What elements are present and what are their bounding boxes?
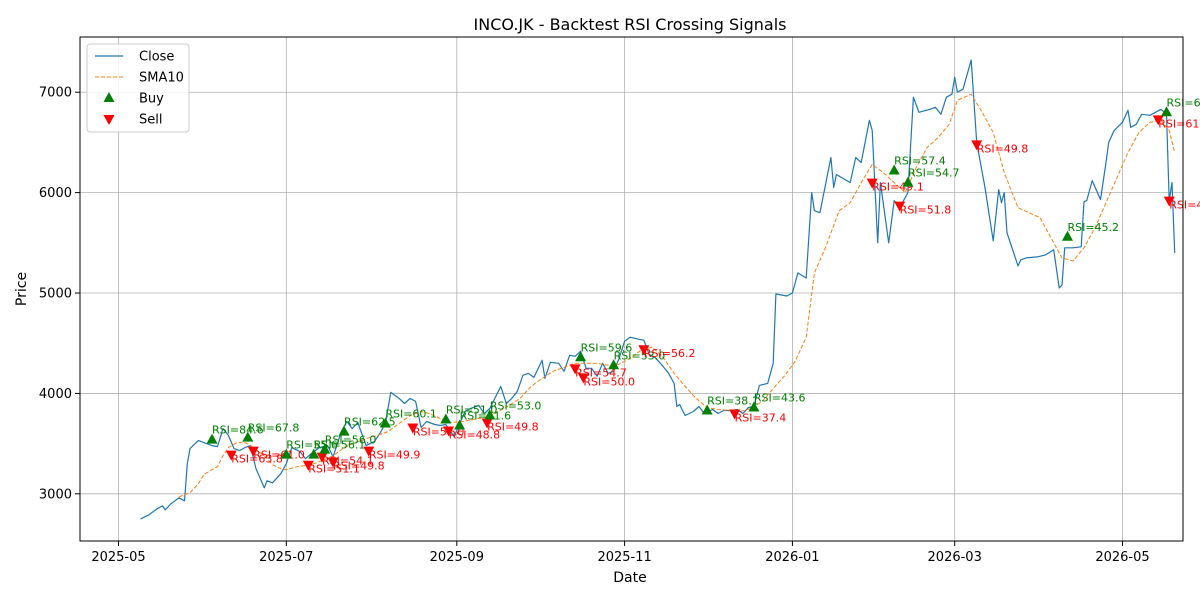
sell-marker (1152, 115, 1164, 126)
legend-label: SMA10 (139, 71, 184, 86)
buy-marker (280, 448, 292, 459)
sell-annotation: RSI=54.7 (575, 366, 627, 379)
buy-annotation: RSI=84.6 (212, 424, 264, 437)
sell-marker (316, 452, 328, 463)
sell-annotation: RSI=49.1 (872, 181, 924, 194)
y-tick-label: 7000 (39, 86, 72, 101)
buy-marker (242, 431, 254, 442)
buy-marker (308, 448, 320, 459)
buy-marker (319, 443, 331, 454)
buy-annotation: RSI=60.1 (385, 408, 437, 421)
grid (80, 37, 1183, 541)
sell-annotation: RSI=49.8 (977, 142, 1029, 155)
sell-marker (327, 457, 339, 468)
sell-annotation: RSI=61.2 (1158, 117, 1200, 130)
sell-annotation: RSI=48.8 (449, 429, 501, 442)
buy-annotation: RSI=54.7 (908, 167, 960, 180)
sell-marker (577, 373, 589, 384)
buy-annotation: RSI=53.0 (490, 400, 542, 413)
sell-marker (302, 460, 314, 471)
sell-annotation: RSI=63.8 (231, 453, 283, 466)
buy-marker (484, 409, 496, 420)
chart-title: INCO.JK - Backtest RSI Crossing Signals (474, 15, 787, 34)
x-tick-label: 2026-05 (1095, 550, 1149, 565)
sell-annotation: RSI=61.0 (253, 449, 305, 462)
sma10-line (178, 93, 1176, 498)
plot-frame (79, 36, 1184, 542)
sell-marker (247, 446, 259, 457)
buy-annotation: RSI=59.6 (581, 341, 633, 354)
buy-annotation: RSI=51.0 (446, 404, 498, 417)
buy-marker (440, 413, 452, 424)
sell-marker (569, 364, 581, 375)
buy-marker (608, 359, 620, 370)
buy-marker (902, 176, 914, 187)
sell-annotation: RSI=37.4 (735, 411, 787, 424)
sell-annotation: RSI=49.8 (333, 460, 385, 473)
sell-marker (729, 409, 741, 420)
sell-annotation: RSI=51.1 (308, 463, 360, 476)
buy-marker (748, 401, 760, 412)
x-axis-label: Date (613, 570, 646, 586)
buy-marker (1061, 230, 1073, 241)
y-tick-label: 5000 (39, 287, 72, 302)
sell-marker (638, 345, 650, 356)
buy-marker (701, 404, 713, 415)
buy-marker (338, 425, 350, 436)
legend-buy-swatch (103, 92, 115, 102)
buy-marker (379, 417, 391, 428)
buy-marker (206, 433, 218, 444)
y-tick-label: 3000 (39, 487, 72, 502)
x-tick-label: 2025-09 (430, 550, 484, 565)
y-axis-label: Price (14, 272, 30, 306)
buy-annotation: RSI=51.6 (460, 410, 512, 423)
buy-annotation: RSI=38.1 (707, 394, 759, 407)
buy-marker (1160, 106, 1172, 117)
legend-sell-swatch (103, 115, 115, 125)
buy-marker (575, 351, 587, 362)
buy-annotation: RSI=53.0 (614, 349, 666, 362)
sell-marker (443, 426, 455, 437)
sell-marker (407, 423, 419, 434)
buy-marker (888, 164, 900, 175)
sell-marker (971, 140, 983, 151)
plot-area: RSI=84.6RSI=63.8RSI=67.8RSI=61.0RSI=55.6… (140, 59, 1200, 520)
y-tick-label: 6000 (39, 186, 72, 201)
sell-marker (225, 450, 237, 461)
legend-box (86, 43, 190, 133)
buy-annotation: RSI=57.4 (894, 155, 946, 168)
sell-annotation: RSI=49.8 (487, 421, 539, 434)
sell-marker (894, 201, 906, 212)
axis-ticks: 2025-05 2025-07 2025-09 2025-11 2026-01 2026-… (39, 86, 1150, 565)
sell-marker (481, 418, 493, 429)
sell-annotation: RSI=51.8 (900, 204, 952, 217)
sell-annotation: RSI=49.9 (369, 449, 421, 462)
sell-annotation: RSI=56.2 (644, 347, 696, 360)
buy-annotation: RSI=56.0 (325, 434, 377, 447)
legend: Close SMA10 Buy Sell (86, 43, 190, 133)
buy-annotation: RSI=67.8 (248, 422, 300, 435)
sell-marker (866, 178, 878, 189)
sell-marker (1163, 196, 1175, 207)
sell-annotation: RSI=40.6 (1169, 199, 1200, 212)
buy-annotation: RSI=43.6 (754, 391, 806, 404)
legend-label: Buy (139, 92, 164, 107)
buy-annotation: RSI=45.2 (1067, 221, 1119, 234)
x-tick-label: 2025-05 (91, 550, 145, 565)
sell-annotation: RSI=50.0 (583, 375, 635, 388)
buy-marker (454, 419, 466, 430)
y-tick-label: 4000 (39, 387, 72, 402)
x-tick-label: 2026-01 (765, 550, 819, 565)
x-tick-label: 2025-07 (259, 550, 313, 565)
legend-label: Sell (139, 113, 162, 128)
x-tick-label: 2026-03 (928, 550, 982, 565)
x-tick-label: 2025-11 (597, 550, 651, 565)
sell-marker (363, 446, 375, 457)
legend-label: Close (139, 50, 174, 65)
